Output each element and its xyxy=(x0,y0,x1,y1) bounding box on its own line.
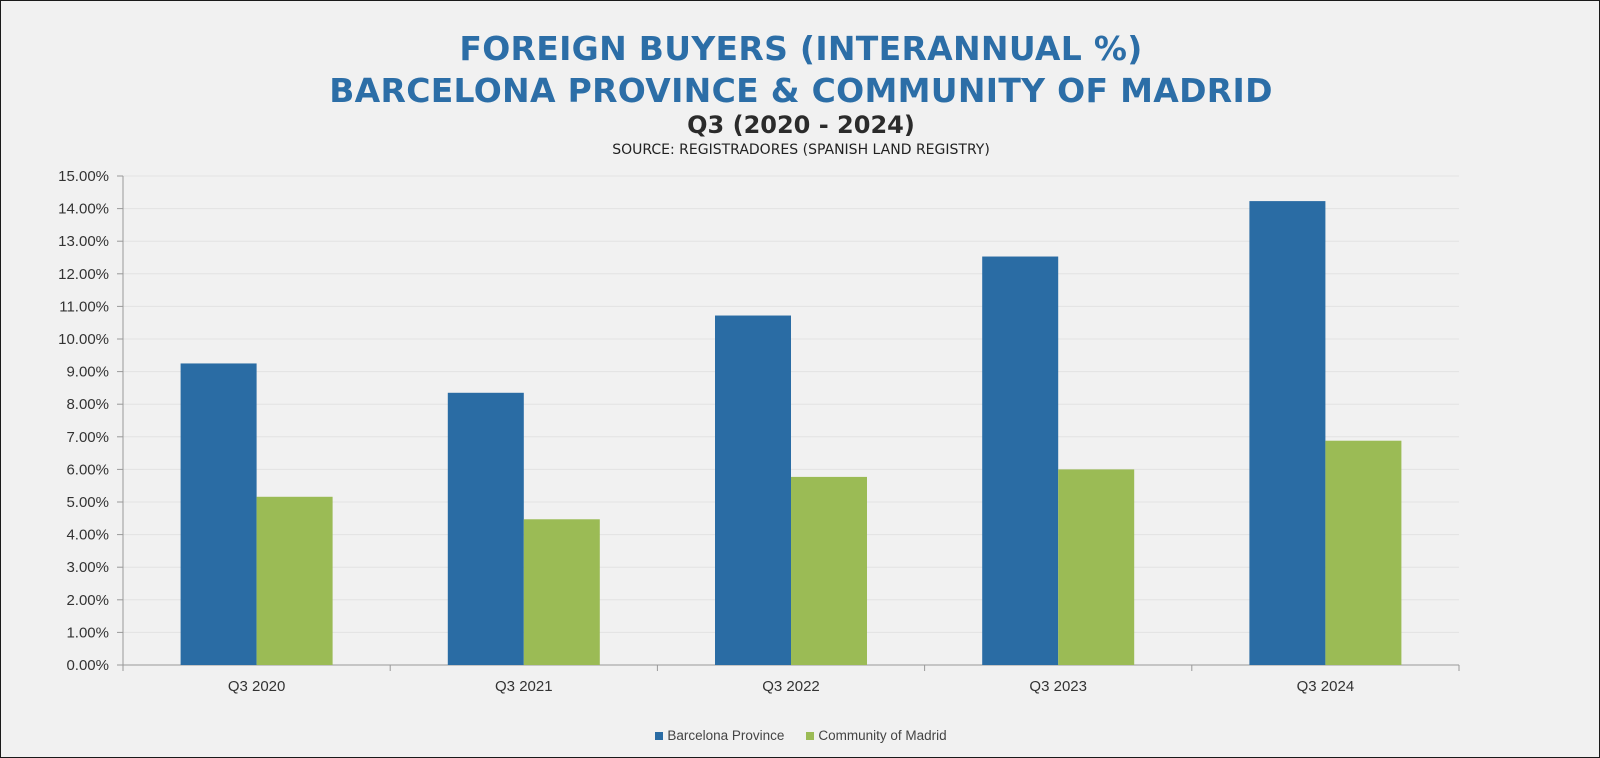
y-tick-label: 14.00% xyxy=(58,201,109,218)
y-tick-label: 9.00% xyxy=(66,364,109,381)
y-tick-label: 7.00% xyxy=(66,429,109,446)
chart-subtitle: Q3 (2020 - 2024) xyxy=(687,111,915,139)
x-tick-label: Q3 2022 xyxy=(762,678,820,695)
y-tick-label: 2.00% xyxy=(66,592,109,609)
y-tick-label: 0.00% xyxy=(66,657,109,674)
bar-community-of-madrid xyxy=(1325,440,1402,665)
y-tick-label: 1.00% xyxy=(66,624,109,641)
y-tick-label: 4.00% xyxy=(66,527,109,544)
legend-item-madrid: Community of Madrid xyxy=(806,728,947,743)
bar-barcelona-province xyxy=(1249,201,1326,666)
legend-item-barcelona: Barcelona Province xyxy=(655,728,784,743)
y-tick-label: 12.00% xyxy=(58,266,109,283)
legend-label-madrid: Community of Madrid xyxy=(818,728,947,743)
bar-community-of-madrid xyxy=(1058,469,1135,665)
y-tick-label: 3.00% xyxy=(66,559,109,576)
bar-community-of-madrid xyxy=(523,519,600,665)
x-tick-label: Q3 2023 xyxy=(1029,678,1087,695)
y-tick-label: 8.00% xyxy=(66,396,109,413)
y-tick-label: 5.00% xyxy=(66,494,109,511)
y-tick-label: 10.00% xyxy=(58,331,109,348)
legend-swatch-madrid xyxy=(806,731,815,740)
y-tick-label: 15.00% xyxy=(58,168,109,185)
legend-swatch-barcelona xyxy=(655,731,664,740)
bar-barcelona-province xyxy=(715,315,791,665)
bar-community-of-madrid xyxy=(256,496,333,665)
y-tick-label: 11.00% xyxy=(59,298,109,315)
x-tick-label: Q3 2020 xyxy=(228,678,286,695)
bar-barcelona-province xyxy=(982,256,1059,665)
chart-title: FOREIGN BUYERS (INTERANNUAL %) xyxy=(459,29,1143,68)
chart-title-line2: BARCELONA PROVINCE & COMMUNITY OF MADRID xyxy=(329,71,1273,110)
x-tick-label: Q3 2024 xyxy=(1297,678,1355,695)
y-tick-label: 13.00% xyxy=(58,233,109,250)
chart-source: SOURCE: REGISTRADORES (SPANISH LAND REGI… xyxy=(612,142,990,158)
bar-community-of-madrid xyxy=(791,476,867,665)
bar-barcelona-province xyxy=(447,392,524,665)
x-tick-label: Q3 2021 xyxy=(495,678,553,695)
chart-legend: Barcelona Province Community of Madrid xyxy=(1,728,1600,743)
bar-barcelona-province xyxy=(180,363,257,665)
legend-label-barcelona: Barcelona Province xyxy=(667,728,785,743)
y-tick-label: 6.00% xyxy=(66,461,109,478)
